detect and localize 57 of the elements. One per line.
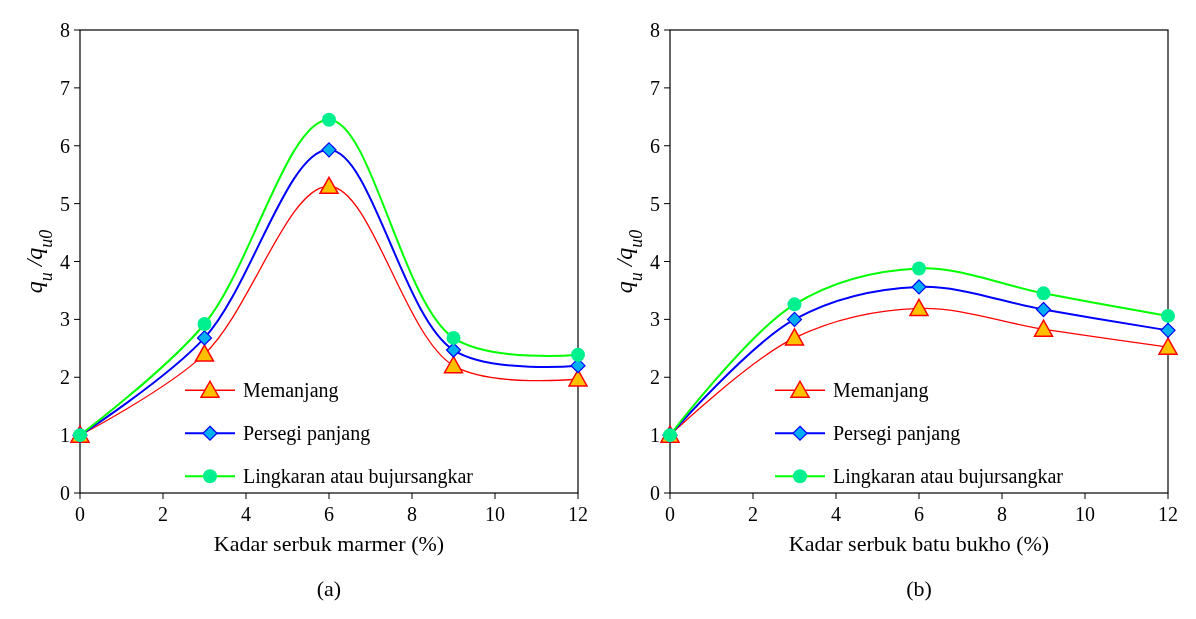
x-tick-label: 12 bbox=[1158, 503, 1178, 525]
y-tick-label: 4 bbox=[650, 250, 660, 273]
y-tick-label: 3 bbox=[60, 308, 70, 331]
y-tick-label: 7 bbox=[60, 76, 70, 99]
x-tick-label: 0 bbox=[665, 503, 675, 525]
legend-label: Lingkaran atau bujursangkar bbox=[243, 465, 474, 489]
y-tick-label: 1 bbox=[650, 424, 660, 447]
y-tick-label: 5 bbox=[60, 192, 70, 215]
y-tick-label: 8 bbox=[650, 19, 660, 41]
y-tick-label: 2 bbox=[650, 366, 660, 389]
point bbox=[194, 344, 215, 362]
y-tick-label: 2 bbox=[60, 366, 70, 389]
legend-label: Persegi panjang bbox=[243, 422, 371, 446]
x-tick-label: 4 bbox=[831, 503, 841, 525]
x-tick-label: 10 bbox=[1075, 503, 1095, 525]
legend-label: Memanjang bbox=[833, 379, 929, 403]
y-tick-label: 0 bbox=[60, 482, 70, 504]
point bbox=[196, 330, 213, 346]
x-tick-label: 8 bbox=[997, 503, 1007, 525]
y-tick-label: 6 bbox=[650, 134, 660, 157]
point bbox=[1158, 337, 1178, 355]
y-tick-label: 8 bbox=[60, 19, 70, 41]
y-tick-label: 3 bbox=[650, 308, 660, 331]
point bbox=[568, 369, 588, 387]
y-tick-label: 6 bbox=[60, 134, 70, 157]
legend-label: Memanjang bbox=[243, 379, 339, 403]
x-tick-label: 6 bbox=[914, 503, 924, 525]
y-tick-label: 1 bbox=[60, 424, 70, 447]
point bbox=[1160, 322, 1176, 338]
y-tick-label: 4 bbox=[60, 250, 70, 273]
text: (b) bbox=[906, 576, 932, 601]
point bbox=[784, 328, 805, 346]
point bbox=[1035, 301, 1052, 318]
x-tick-label: 4 bbox=[241, 503, 251, 525]
x-tick-label: 2 bbox=[158, 503, 168, 525]
y-tick-label: 7 bbox=[650, 76, 660, 99]
x-tick-label: 10 bbox=[485, 503, 505, 525]
legend-label: Lingkaran atau bujursangkar bbox=[833, 465, 1064, 489]
x-axis-title: Kadar serbuk marmer (%) bbox=[213, 531, 445, 556]
point bbox=[786, 311, 803, 327]
x-tick-label: 2 bbox=[748, 503, 758, 525]
legend-label: Persegi panjang bbox=[833, 422, 961, 446]
point bbox=[319, 176, 339, 195]
point bbox=[909, 298, 929, 317]
point bbox=[443, 355, 464, 374]
point bbox=[321, 142, 337, 158]
point bbox=[911, 279, 927, 295]
x-tick-label: 6 bbox=[324, 503, 334, 525]
y-tick-label: 5 bbox=[650, 192, 660, 215]
x-tick-label: 12 bbox=[568, 503, 588, 525]
point bbox=[445, 342, 462, 358]
y-tick-label: 0 bbox=[650, 482, 660, 504]
x-tick-label: 0 bbox=[75, 503, 85, 525]
point bbox=[1033, 319, 1054, 337]
x-tick-label: 8 bbox=[407, 503, 417, 525]
x-axis-title: Kadar serbuk batu bukho (%) bbox=[788, 531, 1050, 556]
text: (a) bbox=[316, 576, 342, 601]
